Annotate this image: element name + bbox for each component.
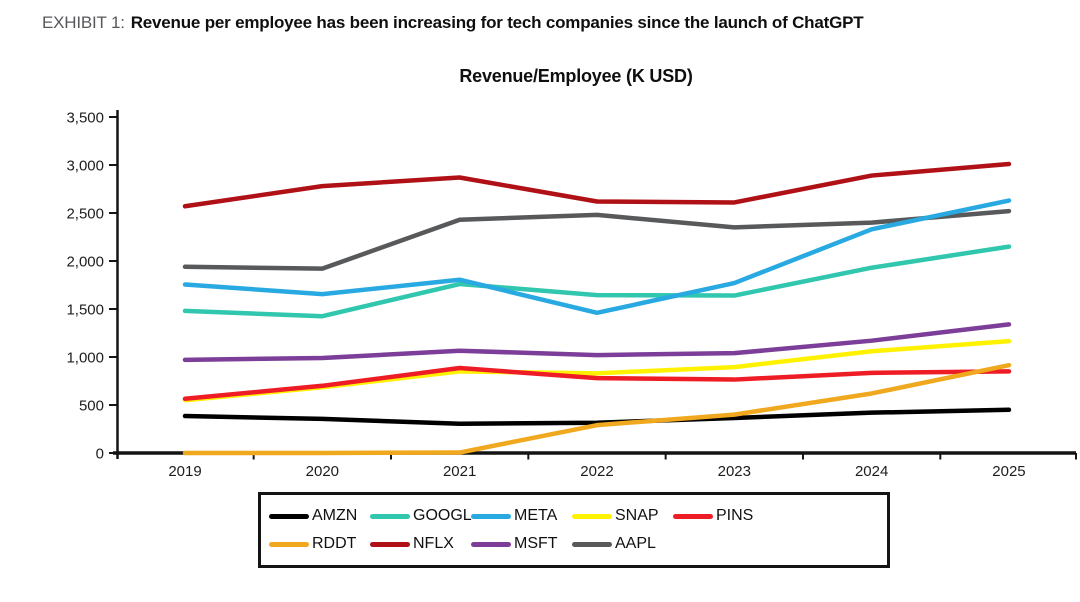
legend-label-googl: GOOGL [413,507,472,524]
series-line-meta [182,198,1012,316]
legend-label-nflx: NFLX [413,535,454,552]
legend-row-2: RDDT NFLX MSFT AAPL [269,530,887,558]
y-tick-label: 3,500 [66,110,104,127]
y-tick-label: 0 [96,446,104,463]
series-line-pins [182,365,1012,402]
legend-row-1: AMZN GOOGL META SNAP PINS [269,502,887,530]
exhibit-title: Revenue per employee has been increasing… [130,13,864,32]
x-tick-label: 2021 [443,463,476,480]
chart-title: Revenue/Employee (K USD) [459,66,693,86]
y-tick-label: 1,000 [66,350,104,367]
legend-label-meta: META [514,507,558,524]
legend-swatch-snap [572,513,612,519]
x-tick-label: 2019 [168,463,201,480]
legend-label-aapl: AAPL [615,535,656,552]
legend-swatch-pins [673,513,713,519]
legend-item-aapl: AAPL [572,535,673,553]
legend-swatch-amzn [269,513,309,519]
legend-label-pins: PINS [716,507,754,524]
series-line-rddt [182,362,1012,456]
legend-label-snap: SNAP [615,507,659,524]
series-line-amzn [182,407,1012,426]
y-tick-label: 500 [79,398,104,415]
legend-item-meta: META [471,507,572,525]
legend-swatch-meta [471,513,511,519]
series-line-aapl [182,208,1012,271]
legend-item-rddt: RDDT [269,535,370,553]
legend-item-msft: MSFT [471,535,572,553]
legend-swatch-aapl [572,541,612,547]
y-tick-label: 1,500 [66,302,104,319]
exhibit-header: EXHIBIT 1: Revenue per employee has been … [42,13,864,33]
series-line-nflx [182,161,1012,209]
legend: AMZN GOOGL META SNAP PINS RDDT NFLX MSFT AAPL [258,492,890,568]
legend-label-rddt: RDDT [312,535,357,552]
legend-item-googl: GOOGL [370,507,472,525]
legend-item-nflx: NFLX [370,535,471,553]
legend-swatch-msft [471,541,511,547]
x-tick-label: 2024 [855,463,888,480]
legend-item-snap: SNAP [572,507,673,525]
legend-label-msft: MSFT [514,535,558,552]
y-tick-label: 2,500 [66,206,104,223]
y-tick-label: 2,000 [66,254,104,271]
series-line-googl [182,244,1012,319]
y-tick-label: 3,000 [66,158,104,175]
legend-label-amzn: AMZN [312,507,358,524]
exhibit-label: EXHIBIT 1: [42,13,125,32]
x-tick-label: 2020 [306,463,339,480]
legend-item-pins: PINS [673,507,774,525]
x-tick-label: 2025 [992,463,1025,480]
legend-swatch-nflx [370,541,410,547]
legend-swatch-rddt [269,541,309,547]
legend-swatch-googl [370,513,410,519]
x-tick-label: 2022 [580,463,613,480]
x-tick-label: 2023 [718,463,751,480]
series-line-msft [182,322,1012,363]
legend-item-amzn: AMZN [269,507,370,525]
